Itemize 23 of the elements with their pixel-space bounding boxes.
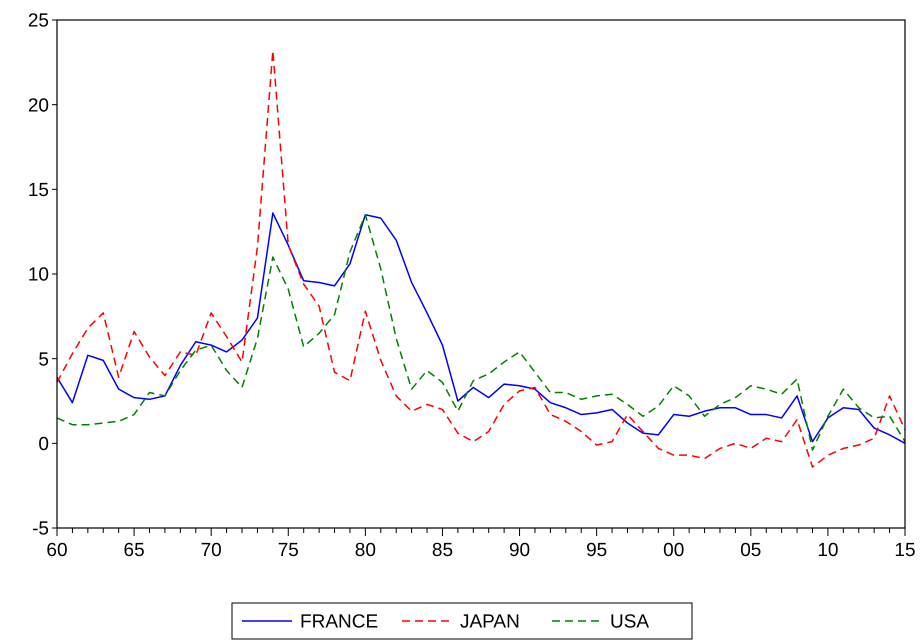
y-tick-label: -5 [32,518,49,540]
legend-label: JAPAN [460,612,520,633]
x-tick-label: 85 [432,540,454,561]
x-tick-label: 90 [508,540,530,561]
x-tick-label: 60 [46,540,68,561]
x-tick-label: 95 [586,540,608,561]
x-tick-label: 15 [894,540,916,561]
y-tick-label: 20 [28,95,49,116]
y-tick-label: 15 [28,180,49,201]
x-tick-label: 05 [740,540,762,561]
x-tick-label: 70 [200,540,222,561]
legend-label: USA [610,612,650,633]
y-tick-label: 25 [28,10,49,32]
x-tick-label: 00 [663,540,684,561]
x-tick-label: 80 [354,540,376,561]
x-tick-label: 10 [817,540,838,561]
x-tick-label: 75 [278,540,299,561]
y-tick-label: 10 [28,264,49,286]
y-tick-label: 5 [38,349,49,370]
x-tick-label: 65 [124,540,145,561]
y-tick-label: 0 [38,434,49,455]
line-series [56,50,906,468]
legend-label: FRANCE [300,612,378,633]
